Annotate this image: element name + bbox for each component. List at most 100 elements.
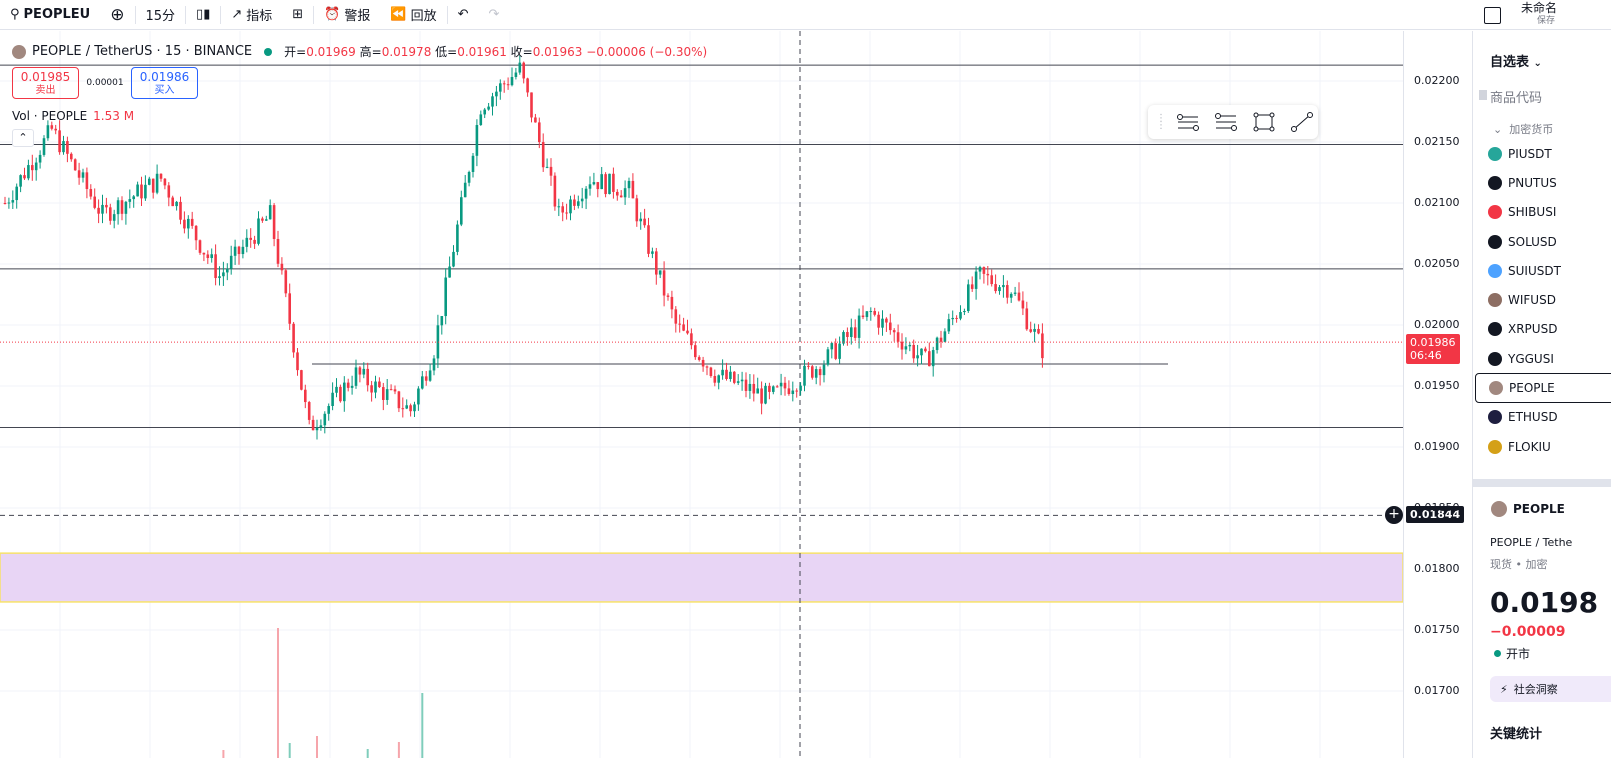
watchlist-symbol: PIUSDT: [1508, 146, 1552, 161]
candle-body: [1033, 328, 1036, 332]
watchlist-item[interactable]: WIFUSD: [1473, 285, 1611, 314]
candle-body: [538, 122, 541, 143]
market-open-dot: [264, 47, 273, 56]
redo-icon: ↷: [488, 7, 500, 22]
watchlist-item[interactable]: PIUSDT: [1473, 139, 1611, 168]
candle-body: [928, 351, 931, 367]
layout-name-button[interactable]: 未命名 保存: [1521, 2, 1611, 28]
candle-body: [955, 317, 958, 319]
redo-button[interactable]: ↷: [479, 0, 510, 30]
candle-body: [541, 142, 545, 168]
candle-body: [132, 196, 135, 200]
watchlist-symbol: SOLUSD: [1508, 234, 1557, 249]
candle-body: [764, 385, 767, 404]
panel-divider[interactable]: [1473, 479, 1611, 487]
compare-button[interactable]: ⊕: [100, 0, 134, 30]
chevron-up-icon: ⌃: [18, 131, 28, 144]
fullscreen-checkbox[interactable]: [1484, 6, 1501, 24]
trend-line-icon[interactable]: [1290, 112, 1314, 132]
candle-body: [889, 322, 892, 331]
watchlist-item[interactable]: SOLUSD: [1473, 227, 1611, 256]
candle-body: [245, 237, 249, 247]
price-chart[interactable]: [0, 31, 1403, 758]
watchlist-item[interactable]: SHIBUSI: [1473, 198, 1611, 227]
high-label: 高=: [359, 45, 382, 59]
symbol-label: PEOPLEU: [23, 7, 91, 22]
volume-legend: Vol · PEOPLE 1.53 M: [12, 109, 134, 123]
chart-pane[interactable]: PEOPLE / TetherUS · 15 · BINANCE 开=0.019…: [0, 31, 1470, 758]
candle-body: [951, 317, 954, 320]
volume-bar: [421, 693, 424, 758]
candle-body: [304, 389, 307, 403]
buy-button[interactable]: 0.01986 买入: [131, 67, 198, 99]
watchlist-item[interactable]: SUIUSDT: [1473, 256, 1611, 285]
candle-body: [27, 165, 30, 179]
candle-body: [725, 369, 728, 380]
column-header-symbol[interactable]: 商品代码: [1478, 87, 1542, 106]
fib-levels-icon[interactable]: [1214, 112, 1238, 132]
undo-button[interactable]: ↶: [448, 0, 479, 30]
parallel-channel-icon[interactable]: [1176, 112, 1200, 132]
status-dot: [1494, 650, 1501, 657]
candle-body: [105, 204, 108, 208]
candle-body: [534, 117, 537, 123]
social-insights-button[interactable]: ⚡ 社会洞察: [1490, 676, 1611, 702]
candle-body: [378, 381, 381, 388]
detail-name: PEOPLE: [1513, 502, 1565, 516]
watchlist-group[interactable]: ⌄ 加密货币: [1493, 121, 1553, 137]
candle-body: [183, 219, 186, 229]
interval-button[interactable]: 15分: [136, 0, 186, 30]
symbol-search[interactable]: ⚲ PEOPLEU: [0, 0, 100, 30]
low-value: 0.01961: [457, 45, 507, 59]
candle-body: [140, 184, 143, 199]
candle-body: [694, 345, 697, 358]
coin-logo-icon: [1488, 205, 1502, 220]
candle-body: [635, 198, 639, 222]
add-alert-plus-icon[interactable]: +: [1385, 506, 1403, 525]
candle-body: [421, 376, 424, 389]
candle-body: [268, 205, 272, 220]
drag-handle-icon[interactable]: ⋮ ⋮: [1156, 113, 1166, 131]
buy-label: 买入: [154, 85, 175, 96]
toolbar-divider: [185, 5, 187, 24]
candle-body: [850, 327, 853, 337]
search-icon: ⚲: [10, 7, 20, 22]
candle-body: [982, 267, 986, 274]
candle-body: [1009, 293, 1013, 298]
candle-body: [1002, 285, 1005, 288]
sell-button[interactable]: 0.01985 卖出: [12, 67, 79, 99]
candles-icon: ▯▮: [196, 7, 211, 22]
watchlist-item[interactable]: YGGUSI: [1473, 344, 1611, 373]
watchlist-item[interactable]: XRPUSD: [1473, 315, 1611, 344]
candle-body: [900, 341, 904, 350]
bid-ask: 0.01985 卖出 0.00001 0.01986 买入: [12, 67, 198, 99]
candle-body: [573, 199, 576, 206]
candle-body: [222, 272, 225, 277]
candle-body: [791, 390, 795, 395]
watchlist-title[interactable]: 自选表 ⌄: [1490, 51, 1542, 70]
price-axis[interactable]: 0.01986 06:46 0.01844 0.02200 0.02150 0.02…: [1403, 31, 1470, 758]
coin-logo-icon: [1488, 263, 1502, 278]
candle-body: [19, 175, 22, 187]
collapse-legend-button[interactable]: ⌃: [12, 129, 34, 147]
candle-body: [112, 214, 116, 221]
candle-body: [46, 125, 50, 139]
watchlist-item[interactable]: PNUTUS: [1473, 168, 1611, 197]
candle-body: [3, 203, 7, 204]
candle-body: [409, 405, 412, 412]
watchlist-item[interactable]: ETHUSD: [1473, 403, 1611, 432]
layouts-button[interactable]: ⊞: [282, 0, 313, 30]
watchlist-item[interactable]: PEOPLE: [1475, 373, 1611, 403]
bolt-icon: ⚡: [1500, 682, 1508, 696]
watchlist-item[interactable]: FLOKIU: [1473, 432, 1611, 461]
chart-type-button[interactable]: ▯▮: [186, 0, 220, 30]
indicators-label: 指标: [246, 9, 273, 24]
candle-body: [479, 114, 483, 126]
replay-button[interactable]: ⏪ 回放: [380, 0, 446, 30]
alert-button[interactable]: ⏰ 警报: [314, 0, 380, 30]
candle-body: [943, 331, 947, 342]
price-tick-label: 0.02200: [1414, 74, 1460, 87]
candle-body: [842, 332, 845, 344]
indicators-button[interactable]: ↗ 指标: [221, 0, 282, 30]
rectangle-icon[interactable]: [1252, 112, 1276, 132]
